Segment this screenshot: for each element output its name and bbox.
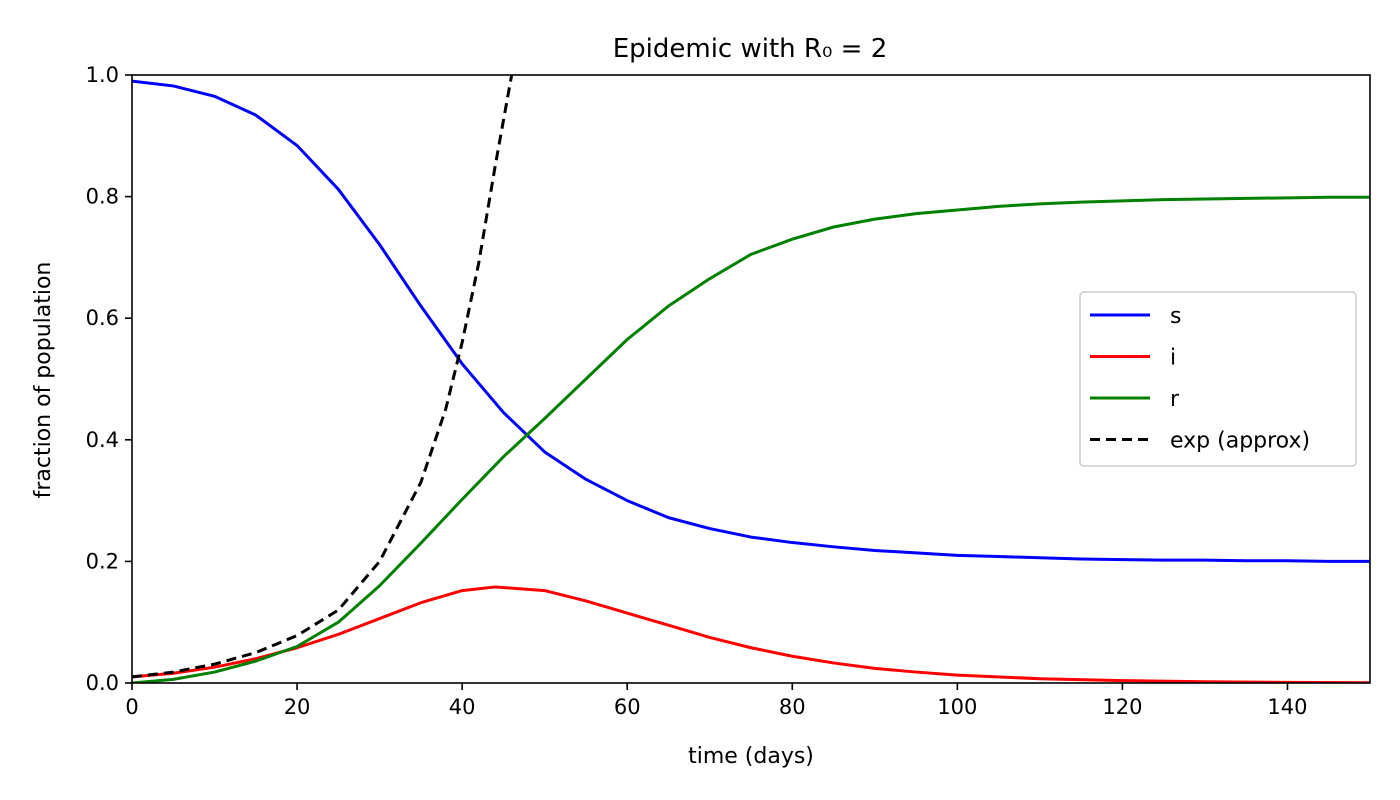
series-line-r	[132, 195, 1370, 683]
y-tick-label: 0.4	[86, 428, 119, 452]
series-line-s	[132, 79, 1370, 563]
x-tick-label: 120	[1102, 695, 1142, 719]
y-tick-label: 1.0	[86, 63, 119, 87]
y-tick-label: 0.8	[86, 185, 119, 209]
x-axis: 0 20 40 60 80 100 120 140	[125, 683, 1308, 719]
y-axis: 0.0 0.2 0.4 0.6 0.8 1.0	[86, 63, 132, 695]
x-tick-label: 0	[125, 695, 138, 719]
series-line-i	[132, 585, 1370, 683]
legend-label: exp (approx)	[1170, 429, 1310, 454]
series-line-exp	[132, 75, 514, 679]
x-tick-label: 100	[937, 695, 977, 719]
plot-frame	[131, 74, 1371, 684]
legend-label: r	[1170, 387, 1180, 412]
x-tick-label: 60	[614, 695, 641, 719]
x-tick-label: 20	[284, 695, 311, 719]
legend-label: i	[1170, 346, 1176, 371]
y-tick-label: 0.0	[86, 671, 119, 695]
legend: sir exp (approx)	[1079, 291, 1357, 467]
legend-label: s	[1170, 304, 1181, 329]
x-axis-label: time (days)	[688, 744, 814, 769]
y-tick-label: 0.6	[86, 306, 119, 330]
x-tick-label: 140	[1267, 695, 1307, 719]
x-tick-label: 80	[779, 695, 806, 719]
chart-title: Epidemic with R₀ = 2	[613, 34, 888, 64]
legend-box	[1079, 291, 1357, 467]
y-axis-label: fraction of population	[31, 262, 56, 499]
x-tick-label: 40	[449, 695, 476, 719]
series-layer	[132, 75, 1370, 683]
y-tick-label: 0.2	[86, 549, 119, 573]
